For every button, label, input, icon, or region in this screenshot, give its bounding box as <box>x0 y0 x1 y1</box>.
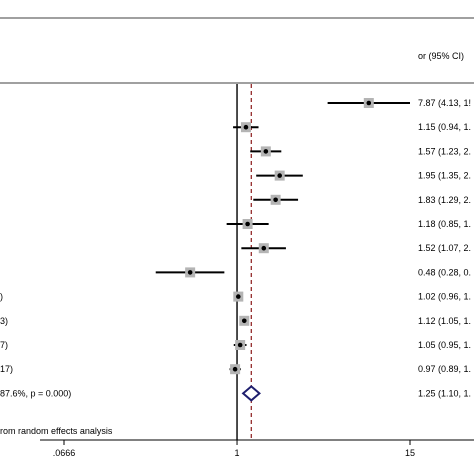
ci-text: 0.48 (0.28, 0. <box>418 267 471 277</box>
study-label: 3) <box>0 316 8 326</box>
overall-row: 87.6%, p = 0.000) 1.25 (1.10, 1. <box>0 385 471 402</box>
study-row: 7) 1.05 (0.95, 1. <box>0 340 471 350</box>
overall-label: 87.6%, p = 0.000) <box>0 388 71 398</box>
study-row: 3) 1.12 (1.05, 1. <box>0 315 471 326</box>
point-estimate <box>277 173 282 178</box>
footnote: rom random effects analysis <box>0 426 113 436</box>
ci-text: 1.15 (0.94, 1. <box>418 122 471 132</box>
x-tick-label: 15 <box>405 448 415 458</box>
point-estimate <box>263 149 269 154</box>
point-estimate <box>243 124 249 130</box>
point-estimate <box>273 197 278 203</box>
ci-text: 1.57 (1.23, 2. <box>418 146 471 156</box>
study-row: 0.48 (0.28, 0. <box>155 267 471 278</box>
x-axis-ticks: .0666 1 15 <box>53 440 415 458</box>
study-row: 1.57 (1.23, 2. <box>250 146 471 157</box>
study-row: 7.87 (4.13, 1! <box>327 98 471 108</box>
ci-text: 1.05 (0.95, 1. <box>418 340 471 350</box>
study-label: 17) <box>0 364 13 374</box>
study-label: 7) <box>0 340 8 350</box>
ci-text: 1.02 (0.96, 1. <box>418 292 471 302</box>
study-row: 17) 0.97 (0.89, 1. <box>0 364 471 375</box>
overall-ci-text: 1.25 (1.10, 1. <box>418 388 471 398</box>
x-tick-label: .0666 <box>53 448 76 458</box>
point-estimate <box>232 366 238 372</box>
ci-text: 1.83 (1.29, 2. <box>418 195 471 205</box>
x-tick-label: 1 <box>235 448 240 458</box>
ci-text: 1.12 (1.05, 1. <box>418 316 471 326</box>
study-row: 1.83 (1.29, 2. <box>253 194 471 205</box>
point-estimate <box>235 294 241 299</box>
ci-text: 0.97 (0.89, 1. <box>418 364 471 374</box>
point-estimate <box>245 221 250 227</box>
ci-text: 1.52 (1.07, 2. <box>418 243 471 253</box>
study-label: ) <box>0 292 3 302</box>
point-estimate <box>237 342 243 348</box>
study-row: 1.95 (1.35, 2. <box>256 170 471 181</box>
study-rows: 7.87 (4.13, 1! 1.15 (0.94, 1. 1.57 (1.23, … <box>0 98 471 375</box>
study-row: 1.18 (0.85, 1. <box>226 219 471 229</box>
point-estimate <box>366 100 372 106</box>
study-row: 1.52 (1.07, 2. <box>241 243 471 254</box>
ci-text: 1.95 (1.35, 2. <box>418 171 471 181</box>
study-row: ) 1.02 (0.96, 1. <box>0 291 471 302</box>
study-row: 1.15 (0.94, 1. <box>233 122 471 133</box>
point-estimate <box>241 318 247 324</box>
point-estimate <box>261 245 267 251</box>
ci-column-header: or (95% CI) <box>418 51 464 61</box>
pooled-diamond <box>241 385 261 402</box>
point-estimate <box>187 270 193 275</box>
ci-text: 1.18 (0.85, 1. <box>418 219 471 229</box>
ci-text: 7.87 (4.13, 1! <box>418 98 471 108</box>
